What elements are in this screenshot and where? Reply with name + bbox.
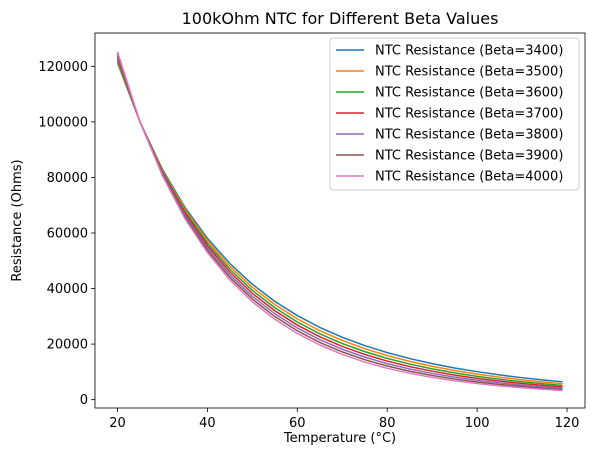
y-tick-label: 80000 bbox=[47, 171, 88, 186]
y-axis-label: Resistance (Ohms) bbox=[10, 159, 25, 281]
legend: NTC Resistance (Beta=3400) NTC Resistance… bbox=[329, 37, 580, 191]
x-tick-label: 120 bbox=[555, 416, 580, 431]
x-tick-label: 40 bbox=[199, 416, 216, 431]
y-tick-label: 60000 bbox=[47, 227, 88, 242]
series-line-6 bbox=[116, 53, 563, 391]
x-tick-label: 60 bbox=[289, 416, 306, 431]
legend-label-2: NTC Resistance (Beta=3500) bbox=[375, 65, 563, 80]
y-tick-label: 40000 bbox=[47, 282, 88, 297]
y-tick-label: 0 bbox=[80, 393, 88, 408]
legend-label-4: NTC Resistance (Beta=3700) bbox=[375, 107, 563, 122]
y-axis: 0 20000 40000 60000 80000 100000 120000 bbox=[38, 60, 95, 408]
x-tick-label: 80 bbox=[379, 416, 396, 431]
series-lines bbox=[116, 51, 563, 392]
series-line-1 bbox=[116, 62, 563, 383]
x-tick-label: 20 bbox=[109, 416, 126, 431]
chart-title: 100kOhm NTC for Different Beta Values bbox=[182, 9, 499, 28]
series-line-7 bbox=[116, 51, 563, 392]
legend-frame bbox=[329, 37, 580, 191]
series-line-3 bbox=[116, 59, 563, 387]
x-axis: 20 40 60 80 100 120 bbox=[109, 408, 579, 431]
legend-label-5: NTC Resistance (Beta=3800) bbox=[375, 128, 563, 143]
x-axis-label: Temperature (°C) bbox=[283, 431, 396, 446]
legend-label-3: NTC Resistance (Beta=3600) bbox=[375, 86, 563, 101]
legend-label-1: NTC Resistance (Beta=3400) bbox=[375, 44, 563, 59]
y-tick-label: 100000 bbox=[38, 115, 88, 130]
y-tick-label: 120000 bbox=[38, 60, 88, 75]
series-line-5 bbox=[116, 55, 563, 390]
x-tick-label: 100 bbox=[465, 416, 490, 431]
series-line-4 bbox=[116, 57, 563, 388]
legend-label-7: NTC Resistance (Beta=4000) bbox=[375, 170, 563, 185]
legend-label-6: NTC Resistance (Beta=3900) bbox=[375, 149, 563, 164]
y-tick-label: 20000 bbox=[47, 338, 88, 353]
series-line-2 bbox=[116, 60, 563, 385]
